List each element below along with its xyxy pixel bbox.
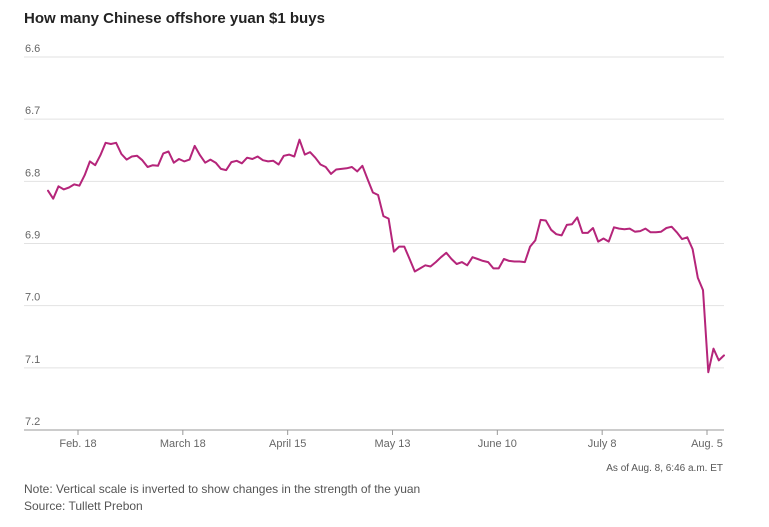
x-tick-label: July 8: [588, 438, 617, 450]
y-tick-label: 6.7: [25, 105, 40, 117]
chart-footer: Note: Vertical scale is inverted to show…: [24, 481, 420, 515]
y-tick-label: 6.8: [25, 167, 40, 179]
chart-title: How many Chinese offshore yuan $1 buys: [24, 10, 325, 27]
x-tick-label: Aug. 5: [691, 438, 723, 450]
y-tick-label: 6.9: [25, 230, 40, 242]
x-tick-label: May 13: [374, 438, 410, 450]
as-of-timestamp: As of Aug. 8, 6:46 a.m. ET: [606, 463, 723, 474]
y-axis-ticks: 6.6 6.7 6.8 6.9 7.0 7.1 7.2: [25, 43, 40, 428]
chart-source: Source: Tullett Prebon: [24, 499, 143, 513]
y-tick-label: 7.1: [25, 354, 40, 366]
series-line: [47, 138, 725, 374]
chart-note: Note: Vertical scale is inverted to show…: [24, 482, 421, 496]
y-tick-label: 7.0: [25, 292, 40, 304]
y-tick-label: 6.6: [25, 43, 40, 55]
gridlines: [24, 56, 724, 431]
x-tick-label: June 10: [478, 438, 517, 450]
line-chart: 6.6 6.7 6.8 6.9 7.0 7.1 7.2 Feb. 18 March 18 Apr…: [24, 43, 725, 450]
y-tick-label: 7.2: [25, 416, 40, 428]
x-tick-label: Feb. 18: [59, 438, 96, 450]
x-tick-label: April 15: [269, 438, 306, 450]
x-tick-label: March 18: [160, 438, 206, 450]
x-axis-ticks: Feb. 18 March 18 April 15 May 13 June 10 July…: [59, 430, 723, 450]
